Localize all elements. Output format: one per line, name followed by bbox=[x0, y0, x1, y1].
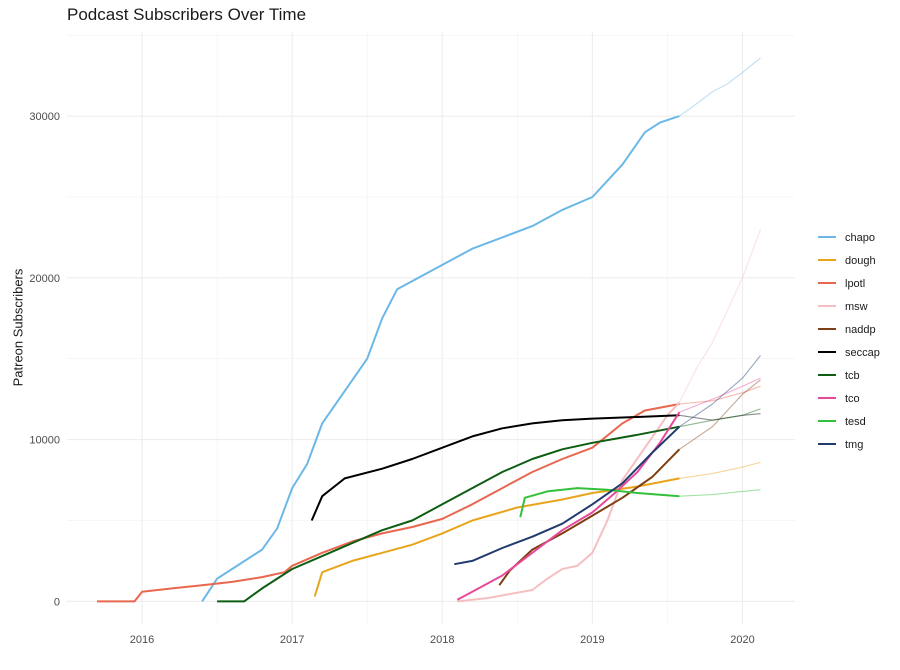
forecast-line-dough bbox=[679, 461, 761, 479]
x-tick-label: 2018 bbox=[430, 634, 454, 646]
series-line-seccap bbox=[310, 414, 680, 521]
series-line-tco bbox=[456, 411, 681, 601]
chart-title: Podcast Subscribers Over Time bbox=[67, 5, 307, 24]
series-line-tmg bbox=[454, 425, 681, 566]
forecast-line-naddp bbox=[679, 379, 761, 450]
series-line-chapo bbox=[201, 115, 680, 602]
grid bbox=[67, 32, 795, 624]
legend-label-tesd: tesd bbox=[845, 416, 866, 428]
forecast-line-lpotl bbox=[679, 385, 761, 405]
series-line-tesd bbox=[519, 487, 680, 518]
legend-label-tmg: tmg bbox=[845, 439, 863, 451]
x-tick-label: 2019 bbox=[580, 634, 604, 646]
series-line-dough bbox=[313, 477, 680, 597]
forecast-line-seccap bbox=[679, 413, 761, 421]
legend-label-chapo: chapo bbox=[845, 232, 875, 244]
series-lines bbox=[97, 57, 762, 603]
forecast-line-tco bbox=[679, 377, 761, 413]
legend-label-dough: dough bbox=[845, 255, 876, 267]
legend-label-seccap: seccap bbox=[845, 347, 880, 359]
legend-label-tco: tco bbox=[845, 393, 860, 405]
y-tick-label: 30000 bbox=[29, 111, 60, 123]
axis-ticks: 2016 2017 2018 2019 2020 0 10000 20000 30000 bbox=[29, 111, 754, 646]
legend-label-lpotl: lpotl bbox=[845, 278, 865, 290]
legend-label-naddp: naddp bbox=[845, 324, 876, 336]
x-tick-label: 2020 bbox=[730, 634, 754, 646]
series-line-msw bbox=[457, 401, 681, 603]
legend-label-tcb: tcb bbox=[845, 370, 860, 382]
series-line-tcb bbox=[217, 425, 680, 603]
x-tick-label: 2017 bbox=[280, 634, 304, 646]
y-tick-label: 20000 bbox=[29, 273, 60, 285]
y-tick-label: 0 bbox=[54, 596, 60, 608]
x-tick-label: 2016 bbox=[130, 634, 154, 646]
forecast-line-tcb bbox=[679, 408, 761, 428]
series-line-naddp bbox=[498, 448, 681, 586]
y-tick-label: 10000 bbox=[29, 435, 60, 447]
forecast-line-msw bbox=[678, 229, 762, 403]
forecast-line-tmg bbox=[679, 355, 761, 428]
forecast-line-tesd bbox=[679, 489, 761, 497]
legend: chapo dough lpotl msw naddp seccap tcb tco tesd t… bbox=[818, 232, 880, 451]
legend-label-msw: msw bbox=[845, 301, 868, 313]
forecast-line-chapo bbox=[679, 57, 761, 117]
